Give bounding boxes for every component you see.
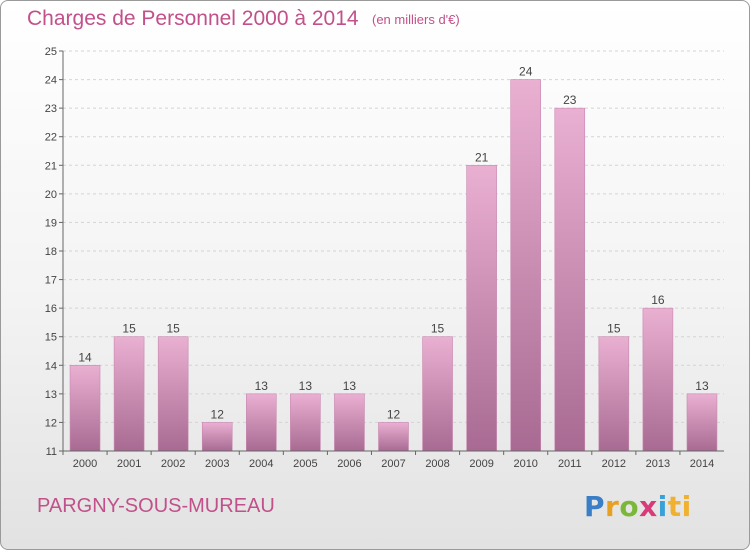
value-label-2004: 13 [255, 379, 269, 393]
bar-2013 [642, 307, 674, 452]
x-tick-label-2014: 2014 [690, 458, 714, 470]
bar-2000 [69, 364, 101, 452]
value-label-2009: 21 [475, 150, 489, 164]
x-tick-label-2003: 2003 [205, 458, 229, 470]
y-tick-label: 18 [45, 246, 57, 258]
y-tick-label: 11 [46, 446, 57, 458]
bar-2005 [290, 393, 321, 452]
bar-2001 [113, 336, 145, 452]
bar-2003 [201, 422, 233, 452]
x-tick-label-2007: 2007 [381, 458, 405, 470]
value-label-2011: 23 [563, 93, 577, 107]
bar-2010 [510, 79, 541, 452]
y-tick-label: 16 [45, 303, 57, 315]
bar-2011 [554, 107, 586, 452]
y-tick-label: 24 [45, 75, 57, 87]
bar-2008 [422, 336, 453, 452]
value-label-2008: 15 [431, 322, 445, 336]
x-tick-label-2012: 2012 [602, 458, 626, 470]
x-tick-label-2008: 2008 [425, 458, 449, 470]
value-label-2000: 14 [78, 350, 92, 364]
value-label-2005: 13 [299, 379, 313, 393]
value-label-2010: 24 [519, 65, 533, 79]
value-label-2006: 13 [343, 379, 357, 393]
y-tick-label: 22 [45, 132, 57, 144]
chart-title: Charges de Personnel 2000 à 2014 [27, 7, 359, 30]
x-tick-label-2006: 2006 [337, 458, 361, 470]
y-tick-label: 17 [45, 275, 57, 287]
y-tick-label: 14 [45, 360, 57, 372]
y-tick-label: 20 [45, 189, 57, 201]
value-label-2007: 12 [387, 407, 401, 421]
value-label-2003: 12 [211, 407, 225, 421]
y-tick-label: 12 [45, 417, 57, 429]
bar-2012 [598, 336, 630, 452]
x-tick-label-2009: 2009 [469, 458, 493, 470]
value-label-2013: 16 [651, 293, 665, 307]
y-tick-label: 15 [45, 332, 57, 344]
commune-name: PARGNY-SOUS-MUREAU [37, 495, 275, 517]
value-label-2001: 15 [122, 322, 136, 336]
value-label-2002: 15 [166, 322, 180, 336]
x-tick-label-2004: 2004 [249, 458, 273, 470]
bar-2006 [334, 393, 365, 452]
bar-2009 [466, 164, 497, 452]
value-label-2012: 15 [607, 322, 621, 336]
x-tick-label-2013: 2013 [646, 458, 670, 470]
y-tick-label: 25 [45, 46, 57, 58]
x-tick-label-2010: 2010 [513, 458, 537, 470]
x-tick-label-2002: 2002 [161, 458, 185, 470]
bar-2004 [246, 393, 277, 452]
value-label-2014: 13 [695, 379, 709, 393]
proxiti-logo[interactable]: Proxiti [584, 490, 692, 523]
y-tick-label: 13 [45, 389, 57, 401]
chart-subtitle: (en milliers d'€) [372, 12, 460, 27]
x-tick-label-2005: 2005 [293, 458, 317, 470]
x-tick-label-2000: 2000 [73, 458, 97, 470]
bar-2014 [686, 393, 718, 452]
bar-2002 [157, 336, 189, 452]
bar-2007 [378, 422, 409, 452]
y-tick-label: 23 [45, 103, 57, 115]
x-tick-label-2001: 2001 [117, 458, 141, 470]
x-tick-label-2011: 2011 [558, 458, 582, 470]
y-tick-label: 21 [45, 160, 57, 172]
y-tick-label: 19 [45, 217, 57, 229]
